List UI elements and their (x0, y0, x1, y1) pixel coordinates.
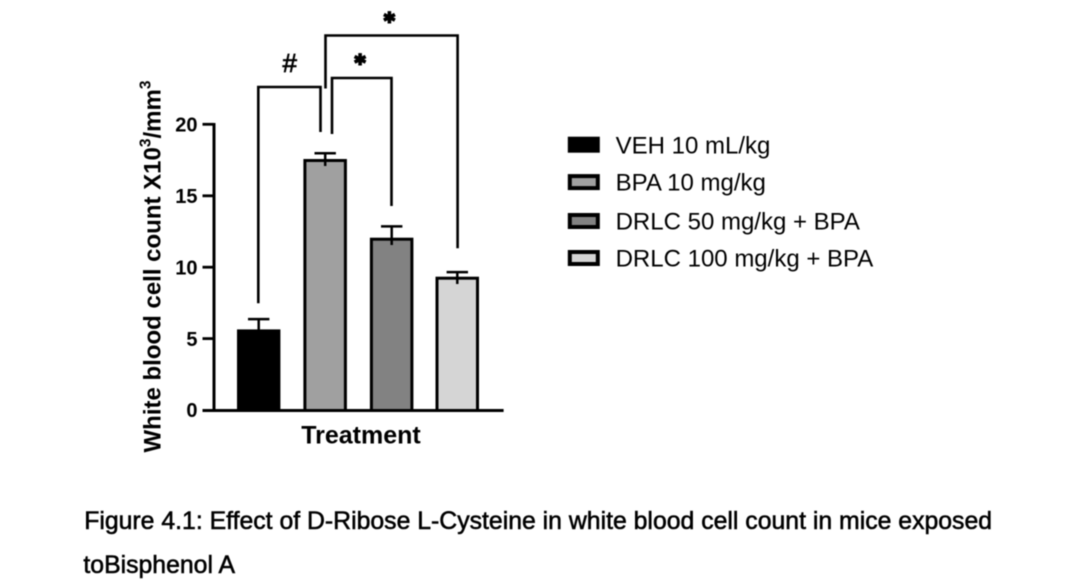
svg-text:Figure 4.1: Effect of D-Ribose: Figure 4.1: Effect of D-Ribose L-Cystein… (84, 508, 992, 535)
svg-text:VEH 10 mL/kg: VEH 10 mL/kg (616, 132, 771, 159)
svg-text:5: 5 (186, 329, 197, 351)
svg-text:White blood cell count X103/mm: White blood cell count X103/mm3 (138, 80, 167, 452)
svg-text:Treatment: Treatment (301, 422, 421, 450)
svg-text:20: 20 (175, 115, 197, 137)
svg-text:0: 0 (186, 400, 197, 422)
svg-text:#: # (282, 48, 297, 78)
svg-text:DRLC 100 mg/kg + BPA: DRLC 100 mg/kg + BPA (616, 246, 874, 273)
svg-text:BPA 10 mg/kg: BPA 10 mg/kg (616, 170, 766, 197)
svg-text:toBisphenol A: toBisphenol A (83, 552, 235, 579)
svg-text:15: 15 (175, 186, 197, 208)
svg-text:DRLC 50 mg/kg + BPA: DRLC 50 mg/kg + BPA (616, 209, 860, 236)
svg-text:10: 10 (175, 257, 197, 279)
